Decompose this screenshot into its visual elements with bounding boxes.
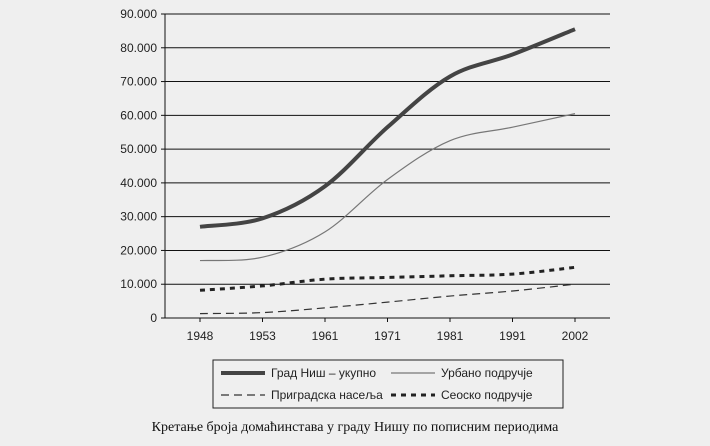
legend-label-1: Град Ниш – укупно (271, 366, 376, 380)
y-tick-label: 40.000 (120, 176, 157, 190)
y-tick-label: 80.000 (120, 41, 157, 55)
y-tick-label: 10.000 (120, 277, 157, 291)
figure-caption: Кретање броја домаћинстава у граду Нишу … (151, 420, 559, 435)
y-tick-label: 50.000 (120, 142, 157, 156)
y-tick-labels: 0 10.000 20.000 30.000 40.000 50.000 60.000 70.… (120, 7, 157, 325)
series-line-3 (199, 283, 576, 315)
y-tick-label: 60.000 (120, 108, 157, 122)
y-tick-label: 30.000 (120, 210, 157, 224)
x-tick-label: 2002 (562, 329, 589, 343)
x-tick-label: 1991 (499, 329, 526, 343)
legend: Град Ниш – укупно Урбано подручје Приградс… (212, 359, 564, 409)
x-tick-labels: 1948 1953 1961 1971 1981 1991 2002 (187, 329, 589, 343)
axes (161, 13, 610, 322)
legend-label-2: Урбано подручје (441, 366, 533, 380)
series-line-4 (199, 265, 576, 292)
y-tick-label: 70.000 (120, 75, 157, 89)
x-tick-label: 1953 (249, 329, 276, 343)
legend-label-4: Сеоско подручје (441, 388, 533, 402)
y-tick-label: 90.000 (120, 7, 157, 21)
x-tick-label: 1971 (374, 329, 401, 343)
series-lines (199, 27, 576, 315)
legend-box (212, 359, 564, 409)
x-tick-label: 1961 (312, 329, 339, 343)
x-tick-label: 1948 (187, 329, 214, 343)
y-tick-label: 20.000 (120, 243, 157, 257)
series-line-1 (199, 27, 576, 229)
x-tick-label: 1981 (437, 329, 464, 343)
grid (165, 13, 610, 285)
legend-label-3: Приградска насеља (271, 388, 383, 402)
series-line-2 (199, 113, 576, 262)
y-tick-label: 0 (150, 311, 157, 325)
